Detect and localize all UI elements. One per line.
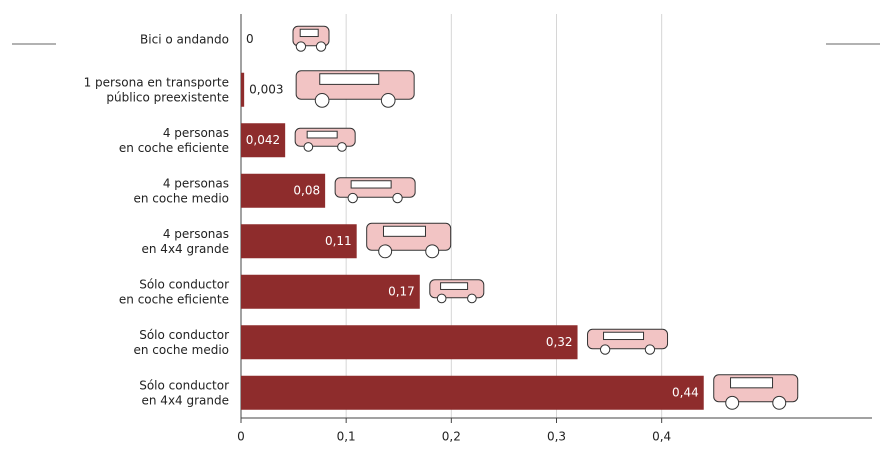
x-tick-label: 0,1 [337,430,356,444]
value-label: 0,11 [325,234,352,248]
vehicle-window [730,377,774,389]
y-tick-label: Sólo conductor en 4x4 grande [139,378,229,407]
wheel [644,344,656,355]
value-label: 0,003 [249,82,283,96]
vehicle-window [306,130,338,139]
wheel [772,395,787,410]
wheel [337,142,347,152]
bar [241,274,420,309]
vehicle-window [382,225,426,237]
vehicle-window [350,180,392,189]
y-tick-label: Bici o andando [140,32,229,46]
x-tick-label: 0,2 [442,430,461,444]
bar [241,224,357,259]
bar [241,173,326,208]
wheel [314,93,330,108]
value-label: 0,44 [672,385,699,399]
x-tick-label: 0,4 [652,430,671,444]
wheel [725,395,740,410]
y-tick-label: Sólo conductor en coche eficiente [119,277,229,306]
wheel [347,192,358,204]
wheel [392,192,403,204]
wheel [599,344,611,355]
y-tick-label: 4 personas en 4x4 grande [142,226,230,255]
y-tick-label: 4 personas en coche medio [133,176,229,205]
value-label: 0,08 [293,183,320,197]
vehicle-icon [429,279,485,304]
vehicle-icon [334,177,416,204]
x-tick-label: 0 [237,430,245,444]
value-label: 0,042 [246,133,280,147]
vehicle-icon [713,374,799,410]
vehicle-window [440,282,469,290]
vehicle-window [299,28,319,38]
y-tick-label: 1 persona en transporte público preexiste… [84,75,229,104]
vehicle-window [319,73,380,85]
bar [241,72,245,107]
wheel [425,244,440,259]
bar [241,375,704,410]
value-label: 0 [246,32,254,46]
y-tick-label: Sólo conductor en coche medio [133,327,229,356]
wheel [467,293,477,304]
vehicle-window [603,331,645,341]
vehicle-icon [366,222,452,259]
bar [241,325,578,360]
wheel [378,244,393,259]
value-label: 0,32 [546,335,573,349]
vehicle-icon [292,25,330,52]
vehicle-icon [294,127,356,152]
wheel [295,41,307,52]
wheel [315,41,327,52]
vehicle-icon [295,70,415,108]
vehicle-icon [587,328,669,355]
value-label: 0,17 [388,284,415,298]
y-tick-label: 4 personas en coche eficiente [119,125,229,154]
x-tick-label: 0,3 [547,430,566,444]
wheel [303,142,314,152]
wheel [380,93,396,108]
bar [241,123,286,158]
wheel [436,293,447,304]
